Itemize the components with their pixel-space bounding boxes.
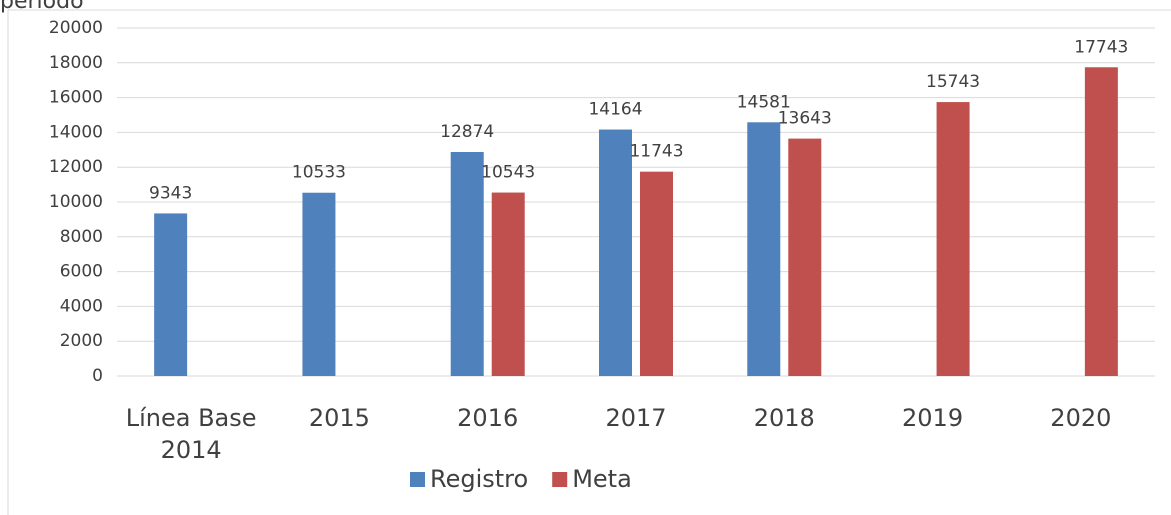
y-tick-label: 8000 (60, 227, 103, 247)
bar (640, 171, 673, 376)
bar (747, 122, 781, 376)
x-tick-label: 2015 (308, 404, 370, 432)
legend-swatch (552, 472, 568, 487)
y-tick-label: 0 (92, 366, 103, 386)
x-tick-label: 2020 (1050, 404, 1112, 432)
bar (450, 151, 484, 376)
bar (788, 138, 822, 376)
x-tick-label: Línea Base 2014 (125, 404, 257, 464)
y-tick-label: 4000 (60, 296, 103, 316)
data-label: 11743 (629, 142, 683, 162)
x-tick-label: 2019 (902, 404, 964, 432)
x-tick-label: 2016 (457, 404, 519, 432)
bar (1084, 67, 1118, 377)
bar (491, 192, 525, 376)
x-tick-label: 2018 (753, 404, 815, 432)
data-label: 14581 (737, 92, 791, 112)
x-tick-label: 2017 (605, 404, 667, 432)
legend-label: Meta (572, 465, 632, 493)
data-label: 17743 (1074, 37, 1128, 57)
y-tick-label: 12000 (49, 157, 103, 177)
data-label: 12874 (440, 122, 494, 142)
bar (599, 129, 632, 376)
y-tick-label: 6000 (60, 262, 103, 282)
y-tick-label: 16000 (49, 88, 103, 108)
data-label: 10533 (292, 163, 346, 183)
bar (936, 102, 970, 376)
y-tick-label: 14000 (49, 122, 103, 142)
data-label: 13643 (778, 109, 832, 129)
data-label: 14164 (588, 100, 642, 120)
chart-title: periodo (0, 0, 84, 14)
data-label: 15743 (926, 72, 980, 92)
y-tick-label: 20000 (49, 18, 103, 38)
y-tick-label: 10000 (49, 192, 103, 212)
y-tick-label: 18000 (49, 53, 103, 73)
legend-label: Registro (430, 465, 528, 493)
bar (154, 213, 188, 376)
legend-swatch (410, 472, 425, 487)
y-tick-label: 2000 (60, 331, 103, 351)
bar (302, 192, 336, 376)
data-label: 10543 (481, 163, 535, 183)
data-label: 9343 (149, 183, 192, 203)
